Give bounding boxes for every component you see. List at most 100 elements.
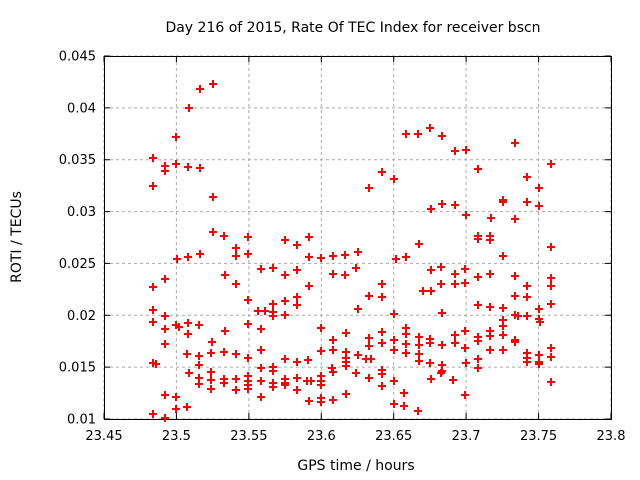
data-point <box>232 350 240 358</box>
data-point <box>390 175 398 183</box>
data-point <box>474 165 482 173</box>
data-point <box>547 378 555 386</box>
data-point <box>221 271 229 279</box>
data-point <box>511 338 519 346</box>
data-point <box>244 233 252 241</box>
x-tick-label: 23.6 <box>307 429 336 444</box>
data-point <box>329 252 337 260</box>
axes <box>103 55 612 420</box>
x-tick-label: 23.7 <box>452 429 481 444</box>
data-point <box>426 359 434 367</box>
data-point <box>257 325 265 333</box>
data-point <box>293 374 301 382</box>
data-point <box>437 280 445 288</box>
data-point <box>209 193 217 201</box>
data-point <box>437 263 445 271</box>
data-point <box>499 304 507 312</box>
data-point <box>438 309 446 317</box>
data-point <box>257 364 265 372</box>
data-point <box>461 344 469 352</box>
data-point <box>329 336 337 344</box>
data-point <box>207 385 215 393</box>
data-point <box>426 339 434 347</box>
data-point <box>378 382 386 390</box>
data-point <box>547 353 555 361</box>
data-point <box>195 361 203 369</box>
data-point <box>402 330 410 338</box>
data-point <box>535 184 543 192</box>
data-point <box>438 200 446 208</box>
data-point <box>402 340 410 348</box>
data-point <box>329 396 337 404</box>
data-point <box>437 369 445 377</box>
data-point <box>257 377 265 385</box>
data-point <box>451 201 459 209</box>
data-point <box>511 292 519 300</box>
data-point <box>317 254 325 262</box>
data-point <box>511 215 519 223</box>
data-point <box>400 402 408 410</box>
data-point <box>536 318 544 326</box>
data-point <box>172 133 180 141</box>
x-tick-label: 23.8 <box>597 429 626 444</box>
data-point <box>414 407 422 415</box>
data-point <box>535 305 543 313</box>
data-point <box>244 320 252 328</box>
data-point <box>378 370 386 378</box>
data-point <box>378 280 386 288</box>
data-point <box>419 287 427 295</box>
data-point <box>317 398 325 406</box>
data-point <box>535 351 543 359</box>
data-point <box>269 367 277 375</box>
y-tick-label: 0.01 <box>67 413 96 428</box>
data-point <box>281 236 289 244</box>
data-point <box>329 270 337 278</box>
data-point <box>184 319 192 327</box>
data-point <box>438 341 446 349</box>
data-point <box>257 393 265 401</box>
data-point <box>185 104 193 112</box>
data-point <box>365 292 373 300</box>
data-point <box>461 391 469 399</box>
data-point <box>461 279 469 287</box>
data-point <box>305 253 313 261</box>
data-point <box>523 358 531 366</box>
data-point <box>392 255 400 263</box>
data-point <box>474 364 482 372</box>
data-point <box>523 312 531 320</box>
data-point <box>195 352 203 360</box>
data-point <box>317 324 325 332</box>
data-point <box>390 336 398 344</box>
data-point <box>281 355 289 363</box>
data-point <box>149 306 157 314</box>
data-point <box>390 400 398 408</box>
data-point <box>149 318 157 326</box>
y-axis-title: ROTI / TECUs <box>9 191 25 283</box>
data-point <box>293 358 301 366</box>
data-point <box>547 274 555 282</box>
data-point <box>367 355 375 363</box>
data-point <box>523 173 531 181</box>
data-point <box>161 312 169 320</box>
data-point <box>461 327 469 335</box>
tick-labels: 23.45 23.5 23.55 23.6 23.65 23.7 23.75 23.8 0.01… <box>59 50 626 445</box>
data-point <box>257 265 265 273</box>
data-point <box>415 333 423 341</box>
data-point <box>342 390 350 398</box>
data-point <box>232 386 240 394</box>
data-point <box>342 362 350 370</box>
data-point <box>547 282 555 290</box>
gridlines <box>103 55 612 420</box>
data-points <box>149 80 555 422</box>
y-tick-label: 0.045 <box>59 50 96 65</box>
y-tick-label: 0.015 <box>59 361 96 376</box>
data-point <box>173 255 181 263</box>
data-point <box>427 375 435 383</box>
data-point <box>451 147 459 155</box>
y-tick-label: 0.02 <box>67 309 96 324</box>
data-point <box>426 124 434 132</box>
data-point <box>352 369 360 377</box>
data-point <box>402 130 410 138</box>
data-point <box>244 385 252 393</box>
